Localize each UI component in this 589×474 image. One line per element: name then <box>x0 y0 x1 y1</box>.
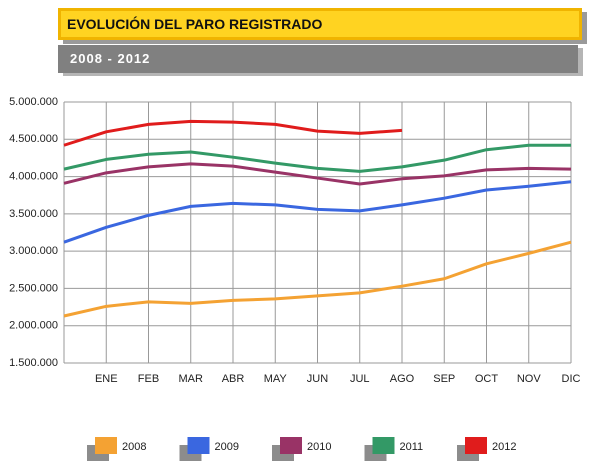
x-tick-label: MAY <box>264 373 288 385</box>
legend-swatch <box>465 437 487 454</box>
y-tick-label: 3.500.000 <box>9 208 58 220</box>
x-tick-label: JUN <box>307 373 328 385</box>
x-tick-label: JUL <box>350 373 370 385</box>
chart-subtitle: 2008 - 2012 <box>58 45 578 73</box>
series-line <box>63 240 572 318</box>
series-line <box>63 143 571 173</box>
y-tick-label: 1.500.000 <box>9 357 58 369</box>
legend-label: 2012 <box>492 441 516 453</box>
x-tick-label: ABR <box>222 373 245 385</box>
legend-swatch <box>95 437 117 454</box>
legend-label: 2010 <box>307 441 331 453</box>
chart-title: EVOLUCIÓN DEL PARO REGISTRADO <box>58 8 582 40</box>
x-tick-label: ENE <box>95 373 118 385</box>
legend-label: 2008 <box>122 441 146 453</box>
x-tick-label: MAR <box>179 373 204 385</box>
legend-swatch <box>187 437 210 454</box>
x-tick-label: AGO <box>390 373 415 385</box>
y-tick-label: 3.000.000 <box>9 245 58 257</box>
x-tick-label: FEB <box>138 373 159 385</box>
x-tick-label: OCT <box>475 373 499 385</box>
legend-label: 2011 <box>400 441 424 453</box>
series-line <box>63 162 572 186</box>
series-line <box>63 119 403 147</box>
x-tick-label: SEP <box>433 373 455 385</box>
y-tick-label: 2.000.000 <box>9 320 58 332</box>
y-tick-label: 2.500.000 <box>9 282 58 294</box>
legend-swatch <box>372 437 395 454</box>
x-tick-label: NOV <box>517 373 542 385</box>
y-tick-label: 4.500.000 <box>9 133 58 145</box>
x-tick-label: DIC <box>562 373 581 385</box>
legend-label: 2009 <box>215 441 239 453</box>
series-line <box>63 180 572 244</box>
legend-swatch <box>280 437 302 454</box>
y-tick-label: 5.000.000 <box>9 96 58 108</box>
y-tick-label: 4.000.000 <box>9 170 58 182</box>
